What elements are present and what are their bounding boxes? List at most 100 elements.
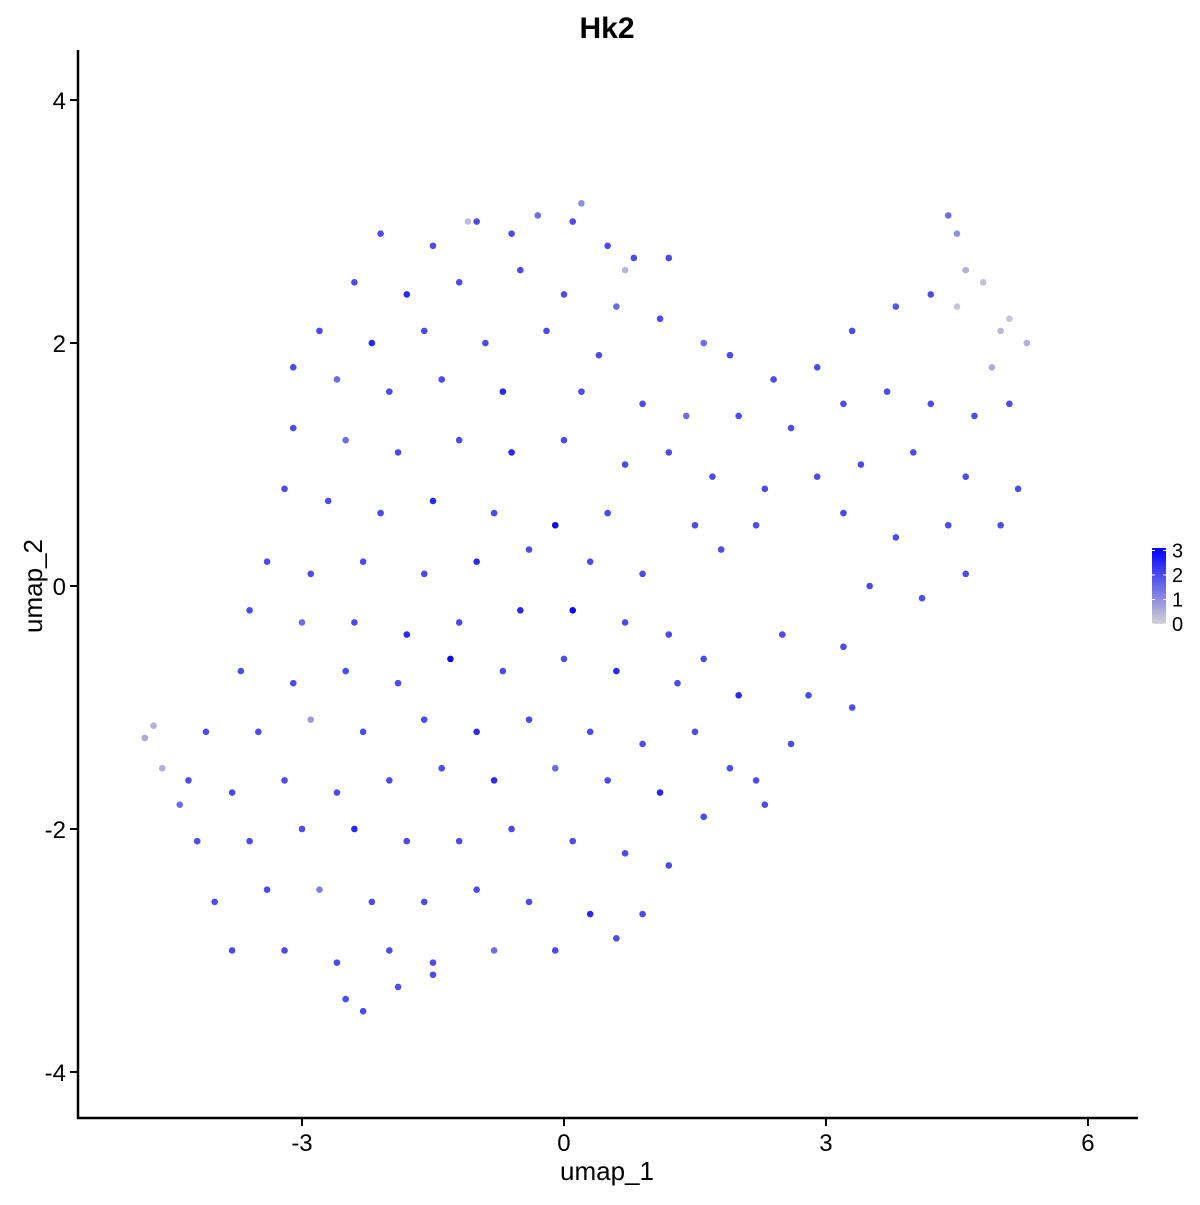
point bbox=[307, 570, 315, 578]
point bbox=[735, 412, 742, 420]
point bbox=[438, 764, 446, 772]
point bbox=[447, 655, 454, 663]
point bbox=[805, 692, 812, 699]
point bbox=[944, 212, 952, 219]
point bbox=[324, 497, 332, 505]
point bbox=[927, 291, 935, 298]
point bbox=[639, 740, 646, 748]
point bbox=[560, 291, 568, 298]
point bbox=[246, 837, 253, 845]
point bbox=[752, 777, 760, 784]
point bbox=[403, 837, 411, 845]
point bbox=[333, 376, 341, 383]
point bbox=[359, 1007, 367, 1015]
point bbox=[770, 376, 777, 383]
point bbox=[1006, 315, 1013, 323]
x-tick-label: 0 bbox=[557, 1130, 570, 1157]
point bbox=[700, 655, 708, 663]
point bbox=[883, 388, 891, 395]
point bbox=[586, 558, 594, 566]
point bbox=[691, 521, 699, 529]
point bbox=[158, 764, 166, 772]
point bbox=[691, 728, 699, 736]
point bbox=[578, 388, 585, 395]
point bbox=[613, 303, 620, 310]
point bbox=[193, 837, 201, 845]
point bbox=[368, 339, 376, 347]
point bbox=[377, 509, 384, 517]
point bbox=[674, 679, 681, 687]
point bbox=[438, 376, 446, 383]
point bbox=[289, 424, 297, 432]
point bbox=[351, 278, 358, 286]
point bbox=[211, 898, 218, 906]
point bbox=[1006, 400, 1013, 408]
point bbox=[962, 473, 969, 480]
point bbox=[665, 449, 673, 456]
point bbox=[787, 424, 795, 432]
point bbox=[429, 971, 437, 979]
point bbox=[386, 777, 393, 784]
point bbox=[962, 266, 969, 274]
point bbox=[726, 351, 734, 359]
point bbox=[971, 412, 978, 420]
point bbox=[473, 558, 480, 566]
point bbox=[551, 521, 559, 529]
point bbox=[543, 327, 550, 335]
point bbox=[630, 254, 638, 262]
point bbox=[962, 570, 969, 578]
point bbox=[726, 764, 734, 772]
point bbox=[420, 898, 428, 906]
point bbox=[787, 740, 795, 748]
point bbox=[281, 947, 288, 954]
point bbox=[508, 825, 515, 833]
point bbox=[613, 667, 620, 675]
point bbox=[403, 631, 411, 638]
point bbox=[569, 837, 577, 845]
point bbox=[429, 242, 437, 250]
point bbox=[263, 886, 271, 894]
point bbox=[560, 655, 568, 663]
point bbox=[228, 789, 236, 796]
point bbox=[359, 728, 367, 736]
point bbox=[682, 412, 690, 420]
point bbox=[263, 558, 271, 566]
point bbox=[709, 473, 716, 480]
point bbox=[761, 801, 769, 808]
point bbox=[464, 218, 472, 225]
point bbox=[473, 218, 480, 225]
point bbox=[997, 521, 1004, 529]
point bbox=[377, 230, 384, 237]
colorbar-tick-label: 3 bbox=[1172, 540, 1183, 562]
point bbox=[359, 558, 367, 566]
point bbox=[1014, 485, 1022, 493]
point bbox=[988, 364, 996, 371]
point bbox=[979, 278, 987, 286]
point bbox=[525, 898, 533, 906]
point bbox=[482, 339, 489, 347]
point bbox=[333, 789, 341, 796]
point bbox=[551, 764, 559, 772]
point bbox=[595, 351, 603, 359]
point bbox=[639, 570, 646, 578]
point bbox=[499, 667, 507, 675]
chart-title: Hk2 bbox=[579, 12, 634, 45]
x-tick-label: 3 bbox=[819, 1130, 832, 1157]
point bbox=[490, 509, 498, 517]
point bbox=[953, 303, 961, 310]
point bbox=[141, 734, 149, 742]
point bbox=[700, 339, 708, 347]
point bbox=[289, 364, 297, 371]
point bbox=[386, 947, 393, 954]
point bbox=[604, 777, 611, 784]
point bbox=[918, 594, 926, 602]
point bbox=[255, 728, 262, 736]
y-tick-label: -4 bbox=[45, 1060, 66, 1087]
x-tick-label: -3 bbox=[291, 1130, 312, 1157]
point bbox=[866, 582, 873, 590]
y-tick-label: 4 bbox=[53, 88, 66, 115]
point bbox=[455, 436, 463, 444]
point bbox=[473, 886, 480, 894]
